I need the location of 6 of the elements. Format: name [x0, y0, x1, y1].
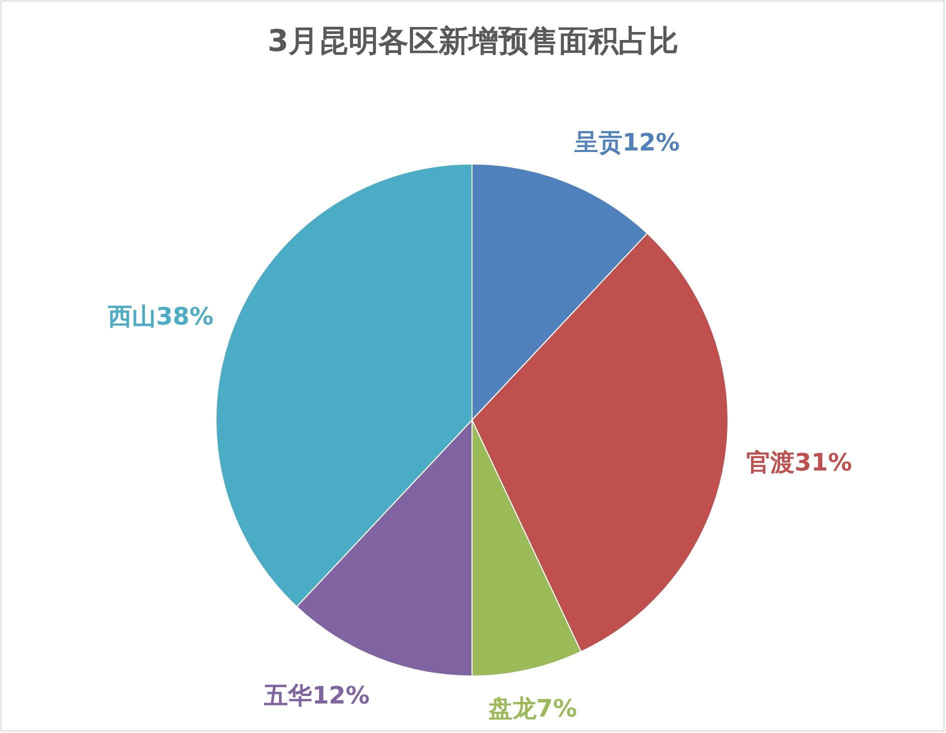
slice-label: 盘龙7% — [487, 694, 578, 722]
slice-label: 呈贡12% — [573, 128, 680, 157]
slice-label: 五华12% — [263, 681, 370, 710]
slice-label: 西山38% — [107, 302, 214, 331]
chart-title: 3月昆明各区新增预售面积占比 — [268, 24, 678, 59]
slice-label: 官渡31% — [746, 448, 852, 476]
